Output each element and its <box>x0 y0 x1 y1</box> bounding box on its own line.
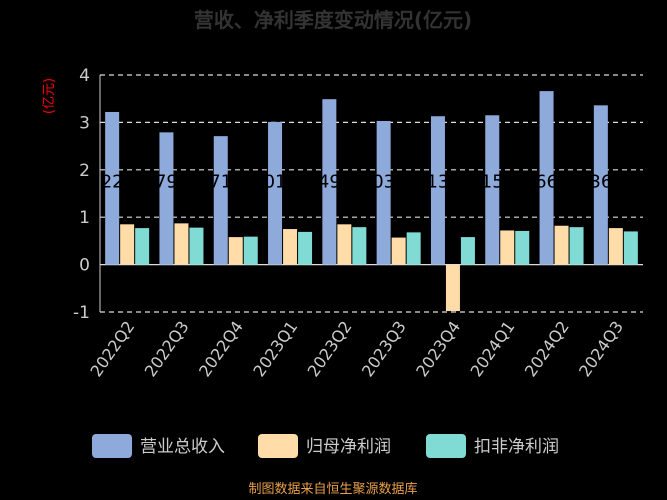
x-tick-label: 2023Q1 <box>249 317 301 380</box>
bar-2-2023Q2 <box>352 227 367 265</box>
data-label: 49 <box>318 171 341 192</box>
bar-1-2022Q4 <box>228 237 243 265</box>
y-tick-label: 0 <box>79 256 90 276</box>
bars <box>105 91 638 312</box>
bar-1-2024Q1 <box>500 230 515 265</box>
data-label: 79 <box>155 171 178 192</box>
bar-2-2023Q1 <box>298 231 313 265</box>
legend-swatch <box>92 434 132 458</box>
x-tick-label: 2022Q2 <box>86 317 138 380</box>
bar-2-2024Q3 <box>623 231 638 265</box>
bar-2-2024Q1 <box>515 230 530 265</box>
legend-swatch <box>426 434 466 458</box>
y-tick-label: 1 <box>79 208 90 228</box>
y-tick-label: 2 <box>79 161 90 181</box>
bar-2-2023Q3 <box>406 232 421 265</box>
data-label: 15 <box>481 171 504 192</box>
bar-1-2024Q2 <box>554 225 569 265</box>
bar-0-2022Q3 <box>159 132 174 265</box>
legend-label: 扣非净利润 <box>474 437 559 457</box>
bar-0-2024Q2 <box>539 91 554 265</box>
grid-lines <box>100 74 643 313</box>
bar-0-2023Q4 <box>430 116 445 265</box>
data-label: 66 <box>535 171 558 192</box>
x-tick-label: 2024Q2 <box>521 317 573 380</box>
x-tick-label: 2023Q2 <box>304 317 356 380</box>
bar-2-2022Q3 <box>189 227 204 265</box>
bar-0-2023Q1 <box>268 121 283 265</box>
bar-1-2023Q2 <box>337 224 352 265</box>
bar-0-2024Q3 <box>593 105 608 265</box>
y-tick-label: 3 <box>79 113 90 133</box>
bar-1-2022Q2 <box>120 224 135 265</box>
bar-1-2023Q1 <box>283 229 298 265</box>
data-label: 03 <box>372 171 395 192</box>
bar-2-2022Q4 <box>243 236 258 265</box>
x-tick-label: 2023Q3 <box>358 317 410 380</box>
x-tick-label: 2022Q3 <box>141 317 193 380</box>
bar-1-2023Q4 <box>445 264 460 312</box>
data-label: 01 <box>264 171 287 192</box>
source-note: 制图数据来自恒生聚源数据库 <box>248 481 417 497</box>
data-labels: 22 79 71 01 49 03 13 15 66 36 <box>101 171 613 192</box>
y-tick-label: -1 <box>73 303 90 323</box>
data-label: 13 <box>426 171 449 192</box>
data-label: 22 <box>101 171 124 192</box>
x-tick-label: 2023Q4 <box>412 317 464 380</box>
bar-2-2024Q2 <box>569 227 584 265</box>
bar-0-2023Q2 <box>322 99 337 265</box>
legend-label: 营业总收入 <box>140 437 225 457</box>
data-label: 36 <box>589 171 612 192</box>
x-tick-label: 2024Q3 <box>575 317 627 380</box>
bar-1-2024Q3 <box>608 228 623 265</box>
x-tick-label: 2024Q1 <box>467 317 519 380</box>
legend-swatch <box>258 434 298 458</box>
bar-2-2022Q2 <box>135 228 150 265</box>
bar-0-2023Q3 <box>376 120 391 265</box>
y-axis-label: (亿元) <box>42 78 57 114</box>
data-label: 71 <box>209 171 232 192</box>
bar-1-2022Q3 <box>174 223 189 265</box>
bar-2-2023Q4 <box>460 237 475 265</box>
bar-0-2022Q2 <box>105 111 120 265</box>
legend-label: 归母净利润 <box>306 437 391 457</box>
bar-1-2023Q3 <box>391 237 406 265</box>
x-tick-label: 2022Q4 <box>195 317 247 380</box>
legend: 营业总收入 归母净利润 扣非净利润 <box>92 434 559 458</box>
bar-0-2024Q1 <box>485 115 500 265</box>
chart-title: 营收、净利季度变动情况(亿元) <box>194 8 472 32</box>
y-tick-label: 4 <box>79 66 90 86</box>
bar-0-2022Q4 <box>213 136 228 265</box>
